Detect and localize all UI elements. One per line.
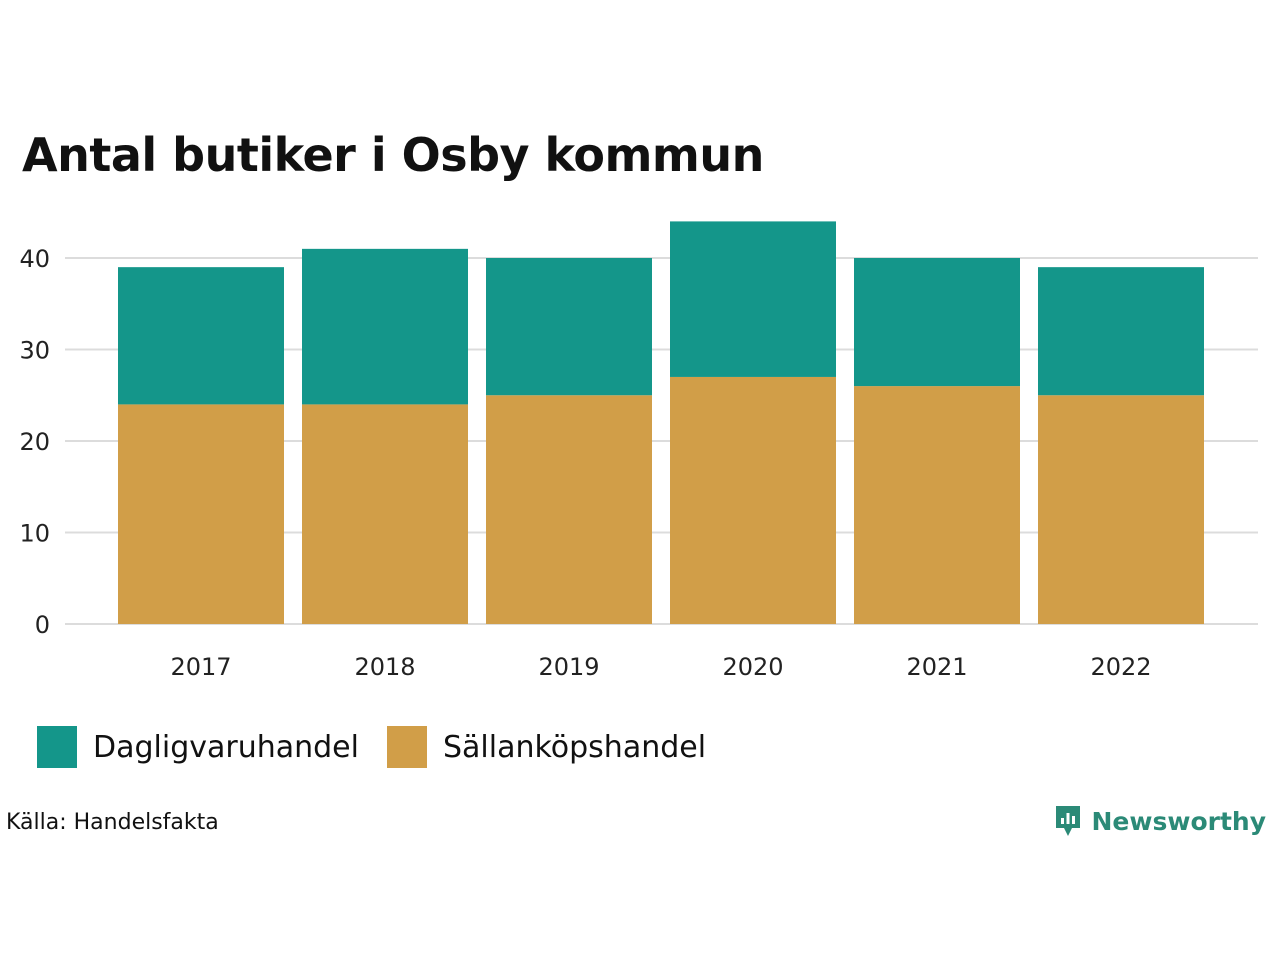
bar-2018-dagligvaruhandel	[302, 248, 468, 405]
brand-name: Newsworthy	[1091, 806, 1267, 836]
y-tick-label-30: 30	[19, 337, 50, 365]
x-tick-label-2017: 2017	[170, 653, 231, 681]
bar-2020-sallankopshandel	[670, 376, 836, 624]
stacked-bar-chart: 0 10 20 30 40 2017 2018 2019 2020 2021 2022	[19, 221, 1258, 681]
bar-2022-sallankopshandel	[1038, 395, 1204, 624]
legend-swatch-dagligvaruhandel	[37, 726, 77, 768]
legend-item-sallankopshandel: Sällanköpshandel	[386, 726, 707, 768]
bar-2020-dagligvaruhandel	[670, 221, 836, 377]
bar-2019-dagligvaruhandel	[486, 258, 652, 396]
y-tick-label-40: 40	[19, 245, 50, 273]
bar-2019-sallankopshandel	[486, 395, 652, 624]
legend-label-sallankopshandel: Sällanköpshandel	[442, 729, 707, 765]
legend-item-dagligvaruhandel: Dagligvaruhandel	[37, 726, 359, 768]
x-tick-label-2018: 2018	[354, 653, 415, 681]
chart-title: Antal butiker i Osby kommun	[22, 128, 764, 182]
brand: Newsworthy	[1054, 804, 1267, 838]
newsworthy-logo-icon	[1055, 806, 1080, 836]
x-tick-label-2019: 2019	[538, 653, 599, 681]
x-tick-label-2020: 2020	[722, 653, 783, 681]
bar-2021-sallankopshandel	[854, 386, 1020, 624]
legend: Dagligvaruhandel Sällanköpshandel	[37, 726, 734, 768]
bar-2022-dagligvaruhandel	[1038, 267, 1204, 396]
y-tick-label-10: 10	[19, 520, 50, 548]
bar-2018-sallankopshandel	[302, 404, 468, 624]
bar-2017-dagligvaruhandel	[118, 267, 284, 405]
x-tick-label-2022: 2022	[1090, 653, 1151, 681]
source-note: Källa: Handelsfakta	[6, 810, 219, 835]
bar-2021-dagligvaruhandel	[854, 258, 1020, 387]
bar-2017-sallankopshandel	[118, 404, 284, 624]
legend-label-dagligvaruhandel: Dagligvaruhandel	[93, 729, 359, 765]
x-tick-label-2021: 2021	[906, 653, 967, 681]
y-tick-label-20: 20	[19, 428, 50, 456]
legend-swatch-sallankopshandel	[386, 726, 427, 768]
y-tick-label-0: 0	[35, 611, 50, 639]
